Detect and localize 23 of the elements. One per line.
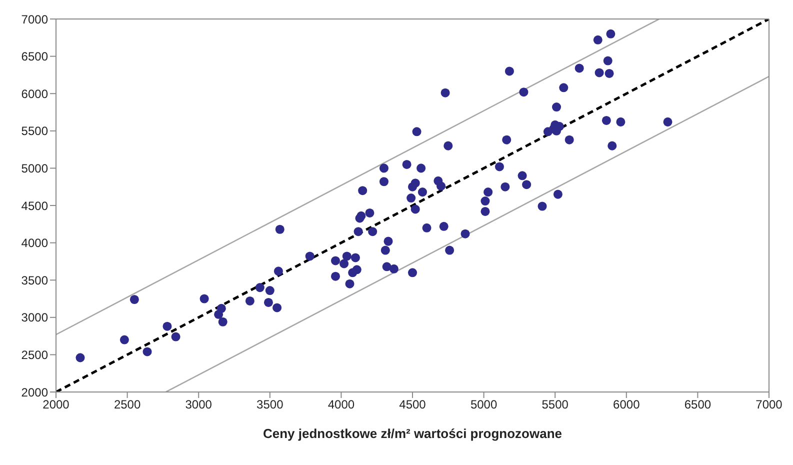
x-tick-label: 2500 [114,398,141,412]
x-tick-label: 6000 [613,398,640,412]
x-tick-label: 3000 [185,398,212,412]
y-tick-label: 5000 [21,161,48,176]
x-axis-title: Ceny jednostkowe zł/m² wartości prognozowane [262,426,562,441]
x-tick-label: 4500 [399,398,426,412]
y-tick-label: 3500 [21,273,48,288]
y-tick-label: 2000 [21,385,48,400]
x-tick-label: 5000 [470,398,498,412]
y-tick-label: 4500 [21,198,48,213]
y-tick-label: 4000 [21,236,48,250]
y-tick-label: 3000 [21,310,48,325]
y-tick-label: 6500 [21,50,48,64]
y-tick-label: 6000 [21,86,48,101]
x-tick-label: 3500 [256,398,284,412]
x-tick-label: 6500 [684,398,712,412]
x-tick-label: 2000 [42,398,70,412]
x-tick-label: 4000 [328,398,355,412]
y-tick-label: 7000 [21,12,48,26]
y-tick-label: 5500 [21,124,48,138]
y-tick-label: 2500 [21,348,48,362]
x-tick-label: 5500 [542,398,569,412]
x-tick-label: 7000 [756,398,783,412]
